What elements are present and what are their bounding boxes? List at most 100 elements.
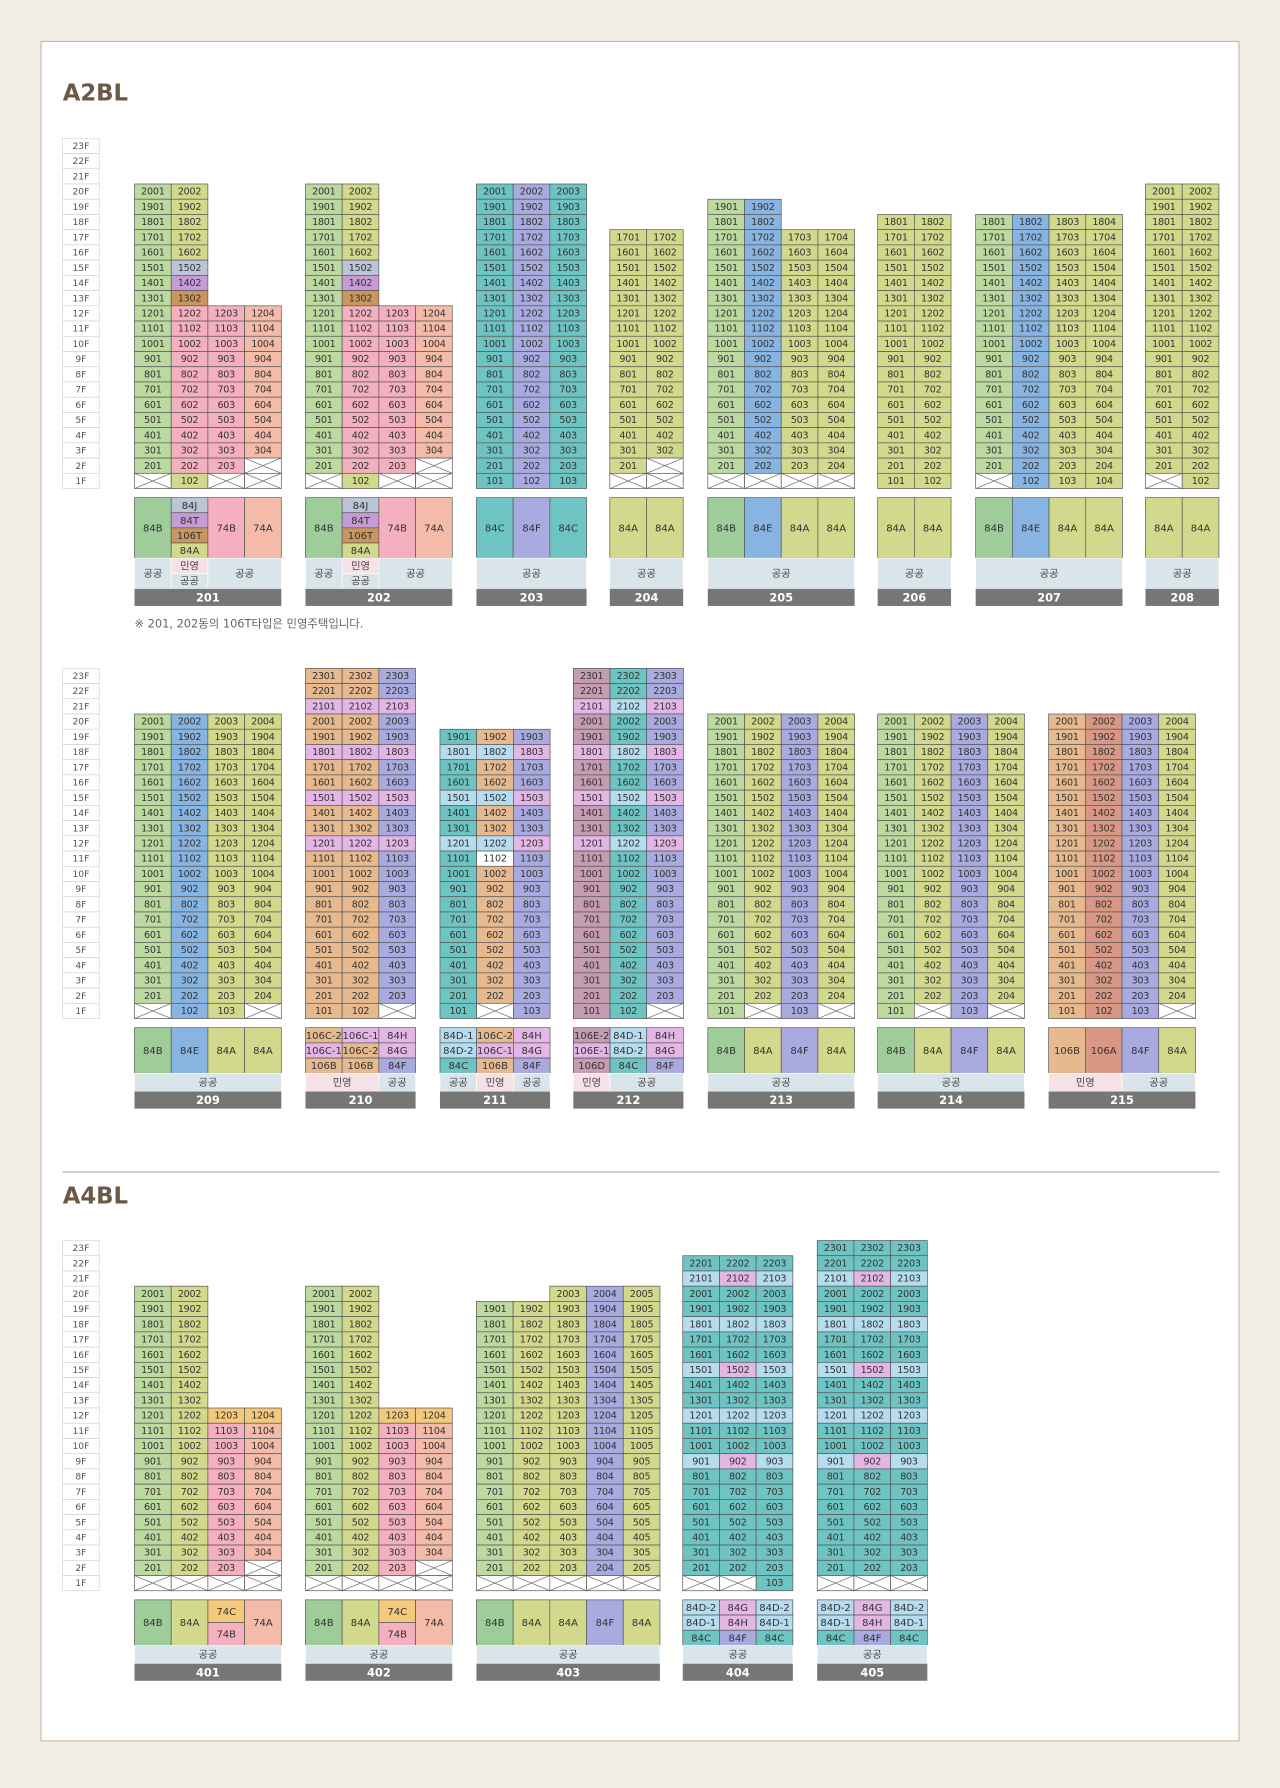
floor-label: 8F: [75, 1473, 86, 1483]
floor-label: 9F: [75, 1457, 86, 1467]
unit-label: 1001: [312, 869, 336, 880]
unit-label: 1401: [312, 278, 336, 289]
unit-label: 403: [791, 430, 809, 441]
unit-label: 1804: [251, 747, 275, 758]
supply-label: 공공: [235, 568, 254, 580]
unit-label: 501: [1058, 945, 1076, 956]
unit-label: 1105: [630, 1426, 654, 1437]
unit-label: 302: [656, 446, 674, 457]
unit-label: 404: [596, 1533, 614, 1544]
unit-label: 1802: [178, 217, 202, 228]
unit-label: 601: [887, 400, 905, 411]
supply-label: 공공: [559, 1649, 578, 1661]
unit-label: 1702: [520, 1335, 544, 1346]
unit-label: 1402: [751, 278, 775, 289]
unit-label: 1903: [897, 1304, 921, 1315]
floor-label: 2F: [75, 1564, 86, 1574]
unit-label: 702: [864, 1487, 882, 1498]
unit-label: 1201: [141, 1411, 165, 1422]
type-label: 84C: [618, 1061, 638, 1072]
unit-label: 501: [450, 945, 468, 956]
unit-label: 1303: [897, 1395, 921, 1406]
unit-label: 1305: [630, 1395, 654, 1406]
unit-label: 1701: [312, 762, 336, 773]
unit-label: 1401: [312, 1380, 336, 1391]
unit-label: 502: [1022, 415, 1040, 426]
unit-label: 1102: [178, 1426, 202, 1437]
unit-label: 1801: [1152, 217, 1176, 228]
unit-label: 1704: [1165, 762, 1189, 773]
unit-label: 1802: [617, 747, 641, 758]
unit-label: 1202: [178, 839, 202, 850]
floor-label: 21F: [73, 702, 90, 712]
unit-label: 803: [766, 1472, 784, 1483]
unit-label: 701: [717, 385, 735, 396]
unit-label: 901: [985, 354, 1003, 365]
unit-label: 1102: [751, 324, 775, 335]
unit-label: 1103: [556, 1426, 580, 1437]
unit-label: 1102: [1092, 854, 1116, 865]
unit-label: 902: [729, 1456, 747, 1467]
unit-label: 1302: [653, 293, 677, 304]
unit-label: 1404: [825, 808, 849, 819]
unit-label: 1102: [617, 854, 641, 865]
unit-label: 902: [924, 354, 942, 365]
unit-label: 1803: [215, 747, 239, 758]
unit-label: 801: [144, 1472, 162, 1483]
unit-label: 1102: [653, 324, 677, 335]
unit-label: 1603: [520, 778, 544, 789]
unit-label: 1802: [349, 1319, 373, 1330]
unit-label: 1504: [1165, 793, 1189, 804]
unit-label: 302: [1192, 446, 1210, 457]
unit-label: 401: [486, 1533, 504, 1544]
unit-label: 701: [1058, 915, 1076, 926]
unit-label: 1802: [520, 217, 544, 228]
unit-label: 1401: [1055, 808, 1079, 819]
unit-label: 802: [1022, 369, 1040, 380]
floor-label: 13F: [73, 824, 90, 834]
unit-label: 1701: [884, 762, 908, 773]
unit-label: 1401: [1152, 278, 1176, 289]
unit-label: 1901: [1152, 202, 1176, 213]
unit-label: 801: [583, 899, 601, 910]
unit-label: 1401: [141, 808, 165, 819]
unit-label: 302: [1095, 976, 1113, 987]
unit-label: 1201: [824, 1411, 848, 1422]
unit-label: 903: [1059, 354, 1077, 365]
unit-label: 1501: [447, 793, 471, 804]
unit-label: 501: [985, 415, 1003, 426]
unit-label: 801: [144, 899, 162, 910]
unit-label: 1104: [422, 324, 446, 335]
unit-label: 902: [864, 1456, 882, 1467]
unit-label: 1403: [1129, 808, 1153, 819]
unit-label: 1501: [312, 263, 336, 274]
supply-box: [207, 557, 282, 590]
unit-label: 1703: [556, 1335, 580, 1346]
unit-label: 1302: [921, 823, 945, 834]
supply-box: [609, 557, 684, 590]
supply-label: 공공: [728, 1649, 747, 1661]
unit-label: 1004: [422, 1441, 446, 1452]
unit-label: 1103: [1056, 324, 1080, 335]
unit-label: 502: [656, 415, 674, 426]
unit-label: 1503: [788, 263, 812, 274]
unit-label: 204: [997, 991, 1015, 1002]
unit-label: 401: [144, 1533, 162, 1544]
unit-label: 2001: [884, 717, 908, 728]
unit-label: 1602: [483, 778, 507, 789]
unit-label: 1301: [1055, 823, 1079, 834]
unit-label: 1104: [422, 1426, 446, 1437]
unit-label: 701: [450, 915, 468, 926]
unit-label: 1703: [1056, 232, 1080, 243]
unit-label: 602: [1095, 930, 1113, 941]
unit-label: 1801: [447, 747, 471, 758]
unit-label: 403: [217, 1533, 235, 1544]
unit-label: 1302: [726, 1395, 750, 1406]
unit-label: 1402: [1092, 808, 1116, 819]
unit-label: 701: [827, 1487, 845, 1498]
unit-label: 1601: [982, 248, 1006, 259]
unit-label: 202: [352, 991, 370, 1002]
unit-label: 1203: [520, 839, 544, 850]
supply-label: 민영: [351, 560, 370, 572]
unit-label: 1103: [897, 1426, 921, 1437]
